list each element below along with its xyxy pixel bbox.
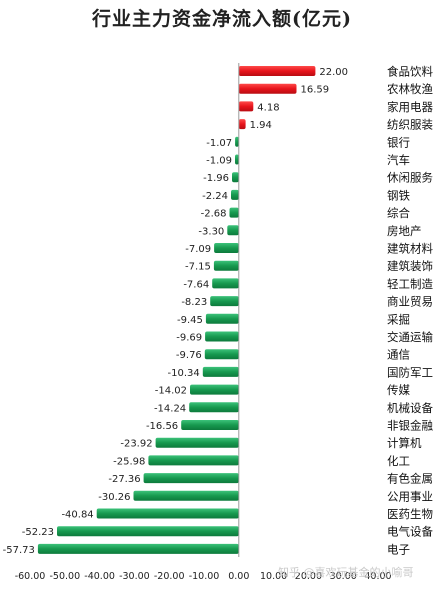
x-tick-label: 10.00	[260, 571, 287, 582]
bar-7	[232, 172, 239, 183]
bar-11	[214, 243, 239, 253]
bar-20	[189, 402, 239, 413]
value-label: -2.24	[202, 191, 228, 202]
category-label: 食品饮料	[387, 65, 433, 79]
bar-5	[235, 136, 239, 147]
x-tick-label: -30.00	[119, 571, 150, 582]
x-tick-label: -50.00	[49, 571, 80, 582]
category-label: 建筑装饰	[387, 259, 433, 273]
value-label: -9.69	[176, 333, 202, 344]
x-tick-label: -10.00	[189, 571, 220, 582]
category-label: 国防军工	[387, 365, 433, 379]
x-tick-label: -20.00	[154, 571, 185, 582]
value-label: -10.34	[168, 368, 200, 379]
bar-12	[213, 260, 239, 271]
chart-title: 行业主力资金净流入额(亿元)	[92, 8, 352, 30]
value-label: -57.73	[3, 545, 35, 556]
category-label: 医药生物	[387, 507, 433, 521]
category-label: 房地产	[387, 224, 422, 238]
value-label: 22.00	[319, 67, 348, 78]
category-label: 商业贸易	[387, 295, 433, 309]
bar-14	[210, 296, 239, 307]
value-label: -7.15	[185, 262, 211, 273]
category-label: 综合	[387, 206, 410, 220]
bar-15	[205, 313, 239, 324]
category-label: 电子	[387, 542, 410, 556]
bar-28	[37, 543, 239, 554]
value-label: -2.68	[201, 209, 227, 220]
category-label: 机械设备	[387, 401, 433, 415]
category-label: 建筑材料	[387, 242, 433, 256]
category-label: 钢铁	[387, 188, 410, 202]
category-label: 银行	[387, 135, 410, 149]
bar-4	[238, 119, 246, 130]
value-label: -3.30	[198, 226, 224, 237]
bar-17	[204, 349, 239, 360]
value-label: 1.94	[250, 120, 272, 131]
bar-24	[143, 473, 239, 484]
category-label: 传媒	[387, 383, 410, 397]
x-tick-label: -40.00	[84, 571, 115, 582]
value-label: -14.02	[155, 386, 187, 397]
category-label: 有色金属	[387, 472, 433, 486]
value-label: -9.76	[176, 350, 202, 361]
bar-10	[227, 225, 239, 236]
x-tick-label: -60.00	[15, 571, 46, 582]
value-label: -1.07	[206, 138, 232, 149]
value-label: -7.09	[185, 244, 211, 255]
value-label: -52.23	[22, 527, 54, 538]
bar-3	[238, 101, 254, 112]
bar-9	[229, 207, 239, 218]
category-label: 纺织服装	[387, 118, 433, 132]
bar-13	[212, 278, 239, 289]
value-label: -9.45	[177, 315, 203, 326]
bar-26	[96, 508, 239, 519]
x-tick-label: 20.00	[295, 571, 322, 582]
category-label: 轻工制造	[387, 277, 433, 291]
category-label: 通信	[387, 348, 410, 362]
value-label: -25.98	[113, 456, 145, 467]
x-tick-label: 30.00	[330, 571, 357, 582]
category-label: 休闲服务	[387, 171, 433, 185]
x-tick-label: 0.00	[228, 571, 249, 582]
value-label: -1.96	[203, 173, 229, 184]
bar-19	[190, 384, 239, 395]
category-label: 电气设备	[387, 525, 433, 539]
value-label: -16.56	[146, 421, 178, 432]
category-label: 交通运输	[387, 330, 433, 344]
value-label: -40.84	[61, 510, 93, 521]
category-label: 计算机	[387, 436, 422, 450]
value-label: -27.36	[108, 474, 140, 485]
bar-2	[238, 83, 297, 94]
category-label: 汽车	[387, 153, 410, 167]
category-label: 农林牧渔	[387, 82, 433, 96]
bar-1	[238, 66, 316, 76]
bar-8	[231, 189, 239, 200]
bar-16	[205, 331, 239, 342]
bar-18	[202, 366, 239, 377]
category-label: 非银金融	[387, 419, 433, 433]
x-tick-label: 40.00	[364, 571, 391, 582]
value-label: -1.09	[206, 156, 232, 167]
bar-22	[155, 437, 239, 448]
bar-6	[235, 154, 239, 165]
value-label: -14.24	[154, 403, 186, 414]
category-label: 采掘	[387, 312, 410, 326]
bar-21	[181, 420, 239, 430]
bar-27	[57, 526, 239, 537]
value-label: -8.23	[181, 297, 207, 308]
value-label: 4.18	[257, 102, 279, 113]
bar-23	[148, 455, 239, 466]
watermark: 知乎 @喜欢玩基金的小喻哥	[278, 566, 414, 579]
value-label: -30.26	[98, 492, 130, 503]
category-label: 化工	[387, 454, 410, 468]
category-label: 家用电器	[387, 100, 433, 114]
value-label: 16.59	[301, 85, 330, 96]
value-label: -7.64	[183, 279, 209, 290]
bar-25	[133, 490, 239, 501]
category-label: 公用事业	[387, 489, 433, 503]
value-label: -23.92	[120, 439, 152, 450]
